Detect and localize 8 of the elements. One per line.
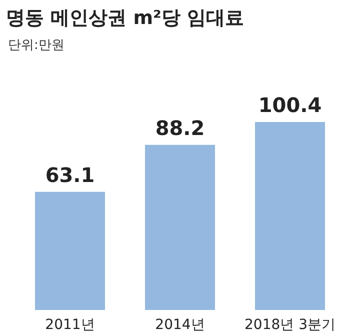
x-tick-label: 2014년	[155, 317, 205, 333]
chart-subtitle: 단위:만원	[8, 38, 64, 53]
data-label: 88.2	[155, 116, 205, 140]
data-label: 100.4	[258, 93, 322, 117]
x-tick-label: 2018년 3분기	[244, 317, 336, 333]
data-label: 63.1	[45, 162, 95, 187]
x-tick-label: 2011년	[45, 317, 95, 333]
chart-title: 명동 메인상권 m²당 임대료	[6, 7, 244, 29]
